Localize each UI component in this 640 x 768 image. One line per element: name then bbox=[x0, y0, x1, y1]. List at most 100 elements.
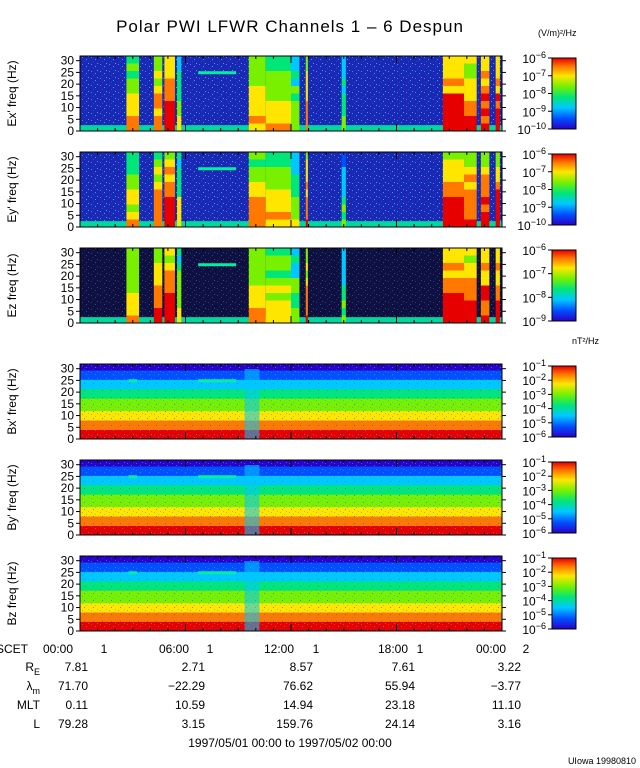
emission-burst bbox=[464, 293, 477, 301]
ephemeris-value: 10.59 bbox=[175, 698, 205, 712]
emission-burst bbox=[265, 212, 291, 220]
emission-burst bbox=[153, 189, 163, 198]
emission-burst bbox=[305, 86, 308, 94]
emission-burst bbox=[341, 86, 346, 94]
emission-burst bbox=[248, 315, 266, 324]
emission-burst bbox=[464, 123, 477, 132]
emission-burst bbox=[126, 255, 140, 264]
x-tick-label: 00:00 bbox=[476, 642, 506, 656]
emission-burst bbox=[442, 255, 465, 264]
emission-burst bbox=[265, 78, 291, 87]
y-axis-label: By' freq (Hz) bbox=[5, 464, 19, 530]
colorbar-tick-label: 10−8 bbox=[522, 182, 546, 198]
e-units-label: (V/m)²/Hz bbox=[538, 28, 577, 38]
emission-burst bbox=[248, 270, 266, 279]
emission-burst bbox=[248, 308, 266, 316]
emission-burst bbox=[177, 300, 182, 309]
ephemeris-value: 159.76 bbox=[276, 717, 313, 731]
emission-burst bbox=[480, 116, 490, 124]
y-tick-label: 5 bbox=[67, 612, 74, 626]
y-tick-label: 25 bbox=[61, 373, 75, 387]
colorbar-tick-label: 10−7 bbox=[522, 266, 546, 282]
x-tick-label: 12:00 bbox=[264, 642, 294, 656]
emission-burst bbox=[265, 167, 291, 175]
emission-burst bbox=[248, 63, 266, 72]
emission-burst bbox=[153, 78, 163, 87]
emission-burst bbox=[341, 315, 346, 324]
x-day-mark: 1 bbox=[207, 642, 214, 656]
emission-burst bbox=[305, 116, 308, 124]
emission-burst bbox=[442, 63, 465, 72]
emission-burst bbox=[248, 71, 266, 79]
emission-burst bbox=[164, 116, 175, 124]
emission-burst bbox=[153, 293, 163, 301]
emission-burst bbox=[341, 174, 346, 183]
emission-burst bbox=[177, 78, 182, 87]
emission-burst bbox=[177, 108, 182, 117]
emission-burst bbox=[153, 308, 163, 316]
emission-burst bbox=[305, 285, 308, 294]
y-axis-label: Ey' freq (Hz) bbox=[5, 156, 19, 222]
emission-burst bbox=[464, 108, 477, 117]
x-tick-label: 06:00 bbox=[159, 642, 189, 656]
x-tick-label: 18:00 bbox=[378, 642, 408, 656]
emission-burst bbox=[177, 174, 182, 183]
emission-burst bbox=[153, 197, 163, 205]
emission-burst bbox=[442, 278, 465, 286]
emission-burst bbox=[248, 159, 266, 168]
y-tick-label: 25 bbox=[61, 161, 75, 175]
emission-burst bbox=[305, 123, 308, 132]
colorbar-tick-label: 10−2 bbox=[522, 372, 546, 388]
emission-burst bbox=[291, 293, 300, 301]
emission-burst bbox=[244, 369, 260, 439]
ephemeris-value: −3.77 bbox=[491, 679, 522, 693]
emission-burst bbox=[305, 308, 308, 316]
ephemeris-value: 3.22 bbox=[498, 660, 522, 674]
emission-burst bbox=[164, 93, 175, 102]
emission-burst bbox=[305, 56, 308, 64]
y-tick-label: 15 bbox=[61, 397, 75, 411]
emission-burst bbox=[495, 93, 500, 102]
emission-burst bbox=[442, 159, 465, 168]
y-axis-label: Bz freq (Hz) bbox=[5, 561, 19, 625]
emission-burst bbox=[153, 63, 163, 72]
emission-burst bbox=[265, 159, 291, 168]
time-axis-labels: SCET 00:00 06:00 12:00 18:00 00:00 1 1 1… bbox=[0, 642, 530, 656]
emission-burst bbox=[265, 108, 291, 117]
emission-burst bbox=[442, 315, 465, 324]
colorbar bbox=[551, 557, 577, 630]
scet-label: SCET bbox=[0, 642, 29, 656]
emission-burst bbox=[464, 212, 477, 220]
emission-burst bbox=[126, 152, 140, 160]
colorbar-tick-label: 10−9 bbox=[522, 103, 546, 119]
y-axis-label: Ez freq (Hz) bbox=[5, 253, 19, 317]
emission-burst bbox=[291, 182, 300, 190]
emission-burst bbox=[442, 300, 465, 309]
emission-burst bbox=[164, 123, 175, 132]
emission-burst bbox=[265, 63, 291, 72]
emission-burst bbox=[164, 101, 175, 109]
colorbar-tick-label: 10−10 bbox=[517, 217, 546, 233]
y-tick-label: 10 bbox=[61, 409, 75, 423]
emission-burst bbox=[305, 270, 308, 279]
ephemeris-value: 7.61 bbox=[392, 660, 416, 674]
emission-burst bbox=[291, 270, 300, 279]
emission-burst bbox=[442, 101, 465, 109]
emission-burst bbox=[291, 108, 300, 117]
emission-burst bbox=[177, 197, 182, 205]
emission-burst bbox=[265, 308, 291, 316]
emission-burst bbox=[480, 293, 490, 301]
interference-line bbox=[198, 571, 237, 575]
emission-burst bbox=[177, 63, 182, 72]
y-tick-label: 25 bbox=[61, 565, 75, 579]
date-range-label: 1997/05/01 00:00 to 1997/05/02 00:00 bbox=[188, 736, 392, 750]
y-tick-label: 0 bbox=[67, 220, 74, 234]
emission-burst bbox=[495, 86, 500, 94]
emission-burst bbox=[480, 56, 490, 64]
y-tick-label: 15 bbox=[61, 589, 75, 603]
y-tick-label: 30 bbox=[61, 362, 75, 376]
ephemeris-value: 24.14 bbox=[385, 717, 415, 731]
emission-burst bbox=[480, 219, 490, 228]
